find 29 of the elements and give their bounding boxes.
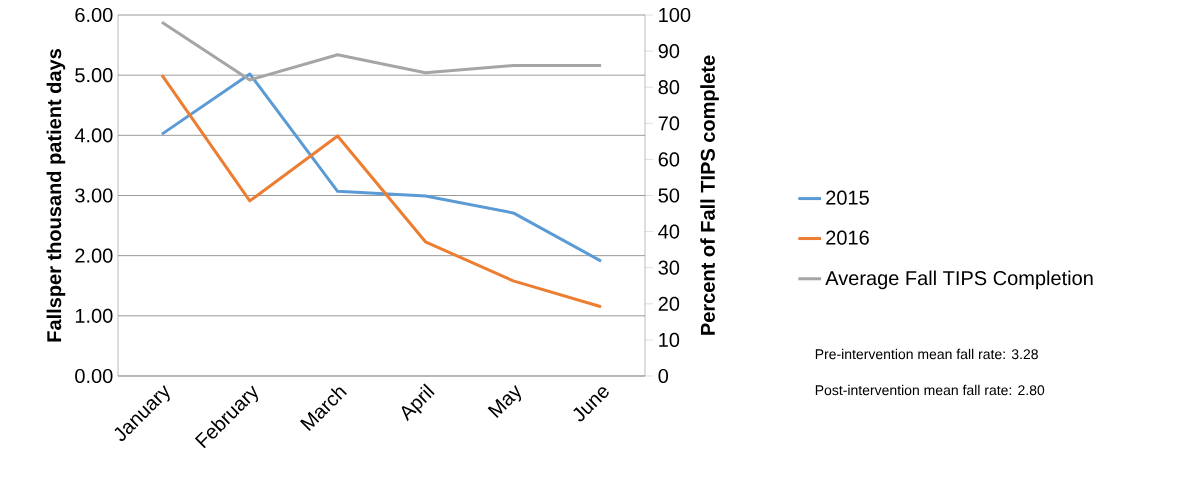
y-tick-label: 6.00 xyxy=(75,7,113,23)
x-tick-label: May xyxy=(487,384,522,418)
y-tick-label: 5.00 xyxy=(75,68,113,83)
y2-tick-label: 10 xyxy=(659,332,680,347)
y2-tick-label: 50 xyxy=(658,188,680,203)
line-series xyxy=(160,73,603,309)
text: Pre-intervention mean fall rate: 3.28 xyxy=(815,348,1038,360)
y2-tick-label: 0 xyxy=(658,368,669,384)
legend-label: 2015 xyxy=(826,190,869,205)
text: Post-intervention mean fall rate: 2.80 xyxy=(815,384,1045,396)
y2-tick-label: 40 xyxy=(658,224,680,239)
y-tick-label: 2.00 xyxy=(75,248,113,263)
y-tick-label: 1.00 xyxy=(75,308,113,323)
y2-tick-label: 60 xyxy=(658,152,680,167)
y-tick-label: 4.00 xyxy=(74,128,113,143)
y2-tick-label: 70 xyxy=(658,116,680,131)
y2-tick-label: 20 xyxy=(658,296,680,311)
line-series xyxy=(160,20,603,82)
y-tick-label: 3.00 xyxy=(75,188,113,203)
y2-tick-label: 100 xyxy=(659,7,691,23)
legend-label: Average Fall TIPS Completion xyxy=(825,270,1093,290)
legend-label: 2016 xyxy=(826,230,869,245)
y2-tick-label: 90 xyxy=(658,44,680,59)
y2-axis-title: Percent of Fall TIPS complete xyxy=(700,55,719,335)
y-tick-label: 0.00 xyxy=(75,368,113,384)
y2-tick-label: 30 xyxy=(658,260,680,275)
line-series xyxy=(160,72,603,263)
y-axis-title: Fallsper thousand patient days xyxy=(46,49,66,342)
y2-tick-label: 80 xyxy=(658,80,680,95)
